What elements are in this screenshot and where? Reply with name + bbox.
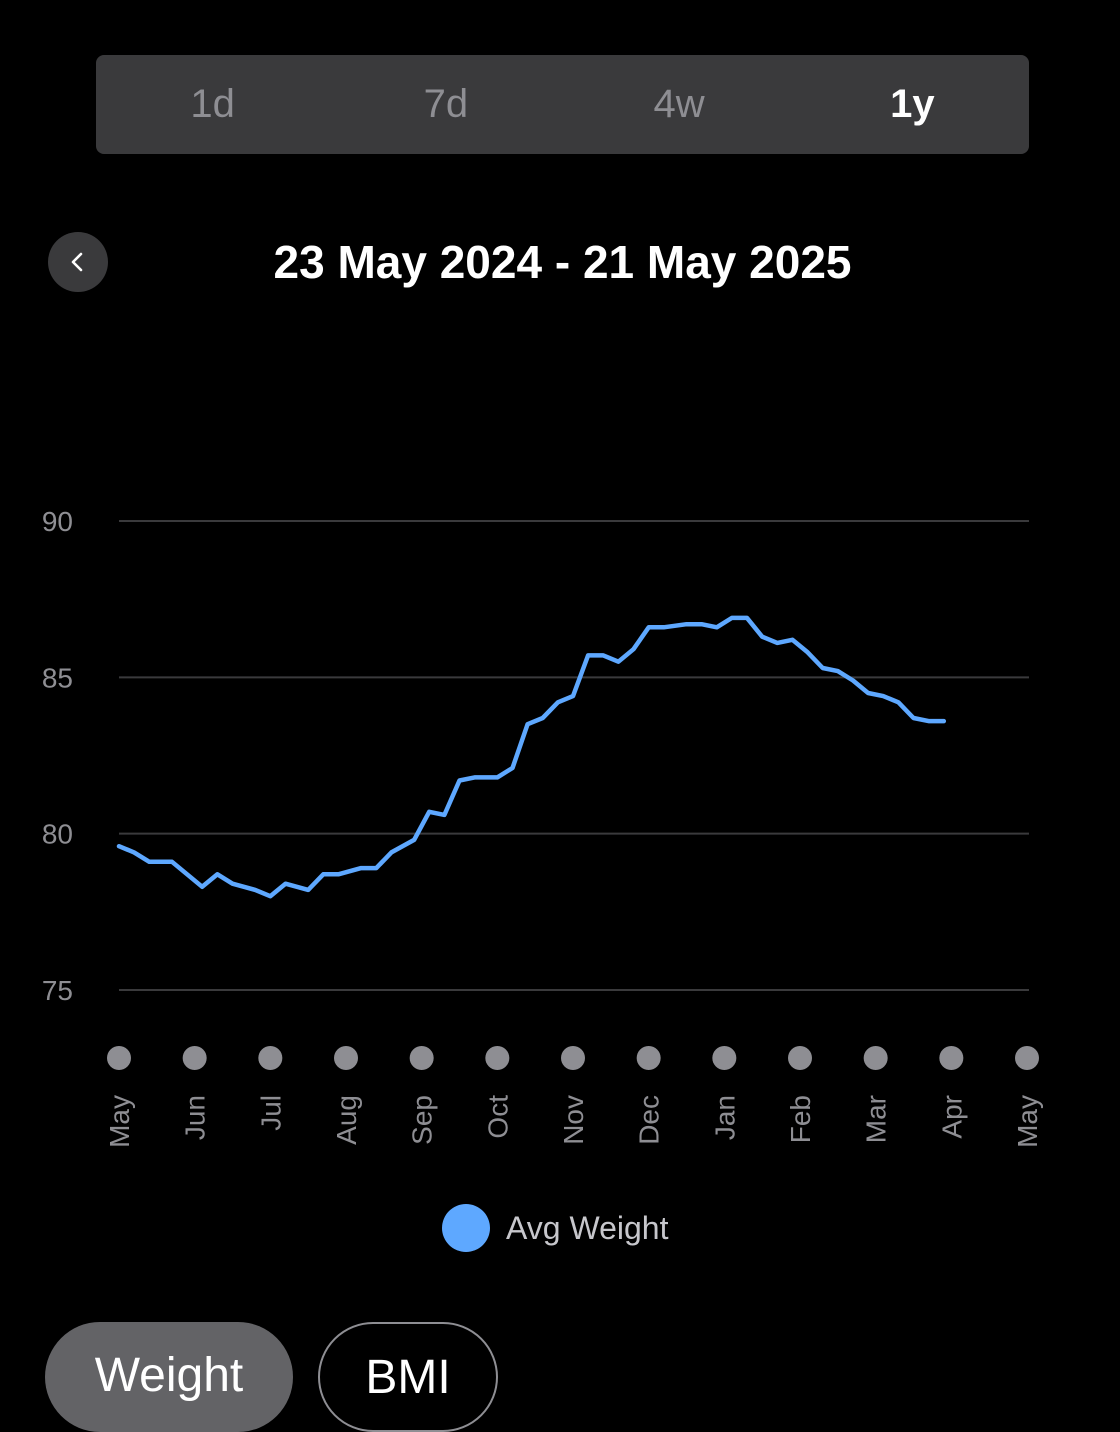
y-tick-label: 80 (42, 819, 73, 850)
x-tick-dot (939, 1046, 964, 1070)
x-tick-label: Sep (407, 1095, 438, 1145)
bmi-tab-button[interactable]: BMI (318, 1322, 498, 1432)
x-tick-label: Dec (634, 1095, 665, 1145)
x-tick-dot (409, 1046, 434, 1070)
legend-swatch (442, 1204, 490, 1252)
x-tick-label: Mar (861, 1095, 892, 1143)
x-tick-label: Jan (709, 1095, 740, 1140)
date-range-title: 23 May 2024 - 21 May 2025 (273, 236, 852, 288)
x-tick-dot (258, 1046, 283, 1070)
x-tick-dot (1015, 1046, 1039, 1070)
x-tick-dot (561, 1046, 585, 1070)
weight-chart: 90 85 80 75 May Jun Jul Aug Sep Oct Nov Dec Jan Feb Ma… (42, 506, 1043, 1148)
chevron-left-icon (71, 252, 83, 272)
chart-legend: Avg Weight (442, 1204, 668, 1252)
x-tick-dot (485, 1046, 510, 1070)
weight-tab-button[interactable]: Weight (45, 1322, 293, 1432)
y-tick-label: 75 (42, 975, 73, 1006)
x-tick-label: May (104, 1095, 135, 1148)
legend-label: Avg Weight (506, 1209, 669, 1246)
range-segmented-control: 1d 7d 4w 1y (96, 55, 1029, 154)
x-tick-dot (107, 1046, 131, 1070)
x-tick-label: Jul (255, 1095, 286, 1131)
x-tick-label: Jun (180, 1095, 211, 1140)
x-tick-label: Feb (785, 1095, 816, 1143)
tab-7d[interactable]: 7d (423, 82, 469, 126)
back-button[interactable] (48, 232, 108, 292)
x-tick-label: May (1012, 1095, 1043, 1148)
series-line-avg-weight (116, 615, 947, 899)
x-tick-dot (788, 1046, 812, 1070)
x-tick-dot (863, 1046, 888, 1070)
x-tick-label: Nov (558, 1095, 589, 1145)
tab-1y[interactable]: 1y (890, 82, 935, 126)
x-tick-dot (712, 1046, 737, 1070)
x-tick-label: Apr (936, 1095, 967, 1139)
x-tick-dot (182, 1046, 207, 1070)
x-tick-dot (334, 1046, 358, 1070)
x-tick-dot (636, 1046, 661, 1070)
y-tick-label: 90 (42, 506, 73, 537)
y-tick-label: 85 (42, 662, 73, 693)
tab-4w[interactable]: 4w (653, 82, 705, 126)
tab-1d[interactable]: 1d (190, 82, 235, 126)
x-tick-label: Oct (482, 1095, 513, 1139)
x-tick-label: Aug (331, 1095, 362, 1145)
